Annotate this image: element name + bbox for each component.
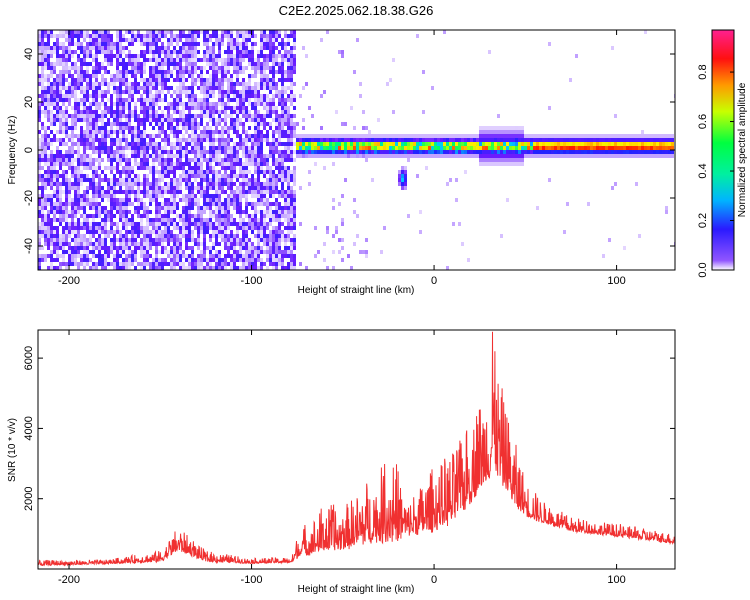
chart-title: C2E2.2025.062.18.38.G26 <box>279 3 434 18</box>
x-tick-label: -100 <box>241 275 263 287</box>
snr-series-line <box>38 331 675 567</box>
x-tick-label: 0 <box>431 574 437 586</box>
colorbar-ticks: 0.0 0.2 0.4 0.6 0.8 <box>697 64 734 278</box>
y-tick-label: 20 <box>23 96 35 108</box>
snr-frame <box>37 329 676 570</box>
y-tick-label: 0 <box>23 147 35 153</box>
spectrogram-y-label: Frequency (Hz) <box>7 116 18 185</box>
x-tick-label: -200 <box>58 275 80 287</box>
y-tick-label: -20 <box>23 190 35 206</box>
x-tick-label: -100 <box>241 574 263 586</box>
y-tick-label: 4000 <box>23 416 35 440</box>
colorbar-tick-label: 0.6 <box>697 114 709 129</box>
snr-y-ticks: 2000 4000 6000 <box>23 346 675 511</box>
colorbar-tick-label: 0.4 <box>697 163 709 178</box>
y-tick-label: 40 <box>23 48 35 60</box>
colorbar-tick-label: 0.0 <box>697 262 709 277</box>
y-tick-label: 6000 <box>23 346 35 370</box>
y-tick-label: 2000 <box>23 486 35 510</box>
y-tick-label: -40 <box>23 238 35 254</box>
snr-chart: -200 -100 0 100 2000 4000 6000 Height of stra… <box>7 329 676 595</box>
x-tick-label: 100 <box>607 574 625 586</box>
snr-x-label: Height of straight line (km) <box>298 584 415 595</box>
spectrogram-y-ticks: -40 -20 0 20 40 <box>23 48 675 254</box>
colorbar-label: Normalized spectral amplitude <box>737 82 748 217</box>
x-tick-label: 100 <box>607 275 625 287</box>
x-tick-label: 0 <box>431 275 437 287</box>
spectrogram-x-label: Height of straight line (km) <box>298 285 415 296</box>
colorbar-tick-label: 0.2 <box>697 213 709 228</box>
x-tick-label: -200 <box>58 574 80 586</box>
colorbar-gradient <box>711 29 735 271</box>
spectrogram-cells <box>38 30 675 270</box>
spectrogram-x-ticks: -200 -100 0 100 <box>58 30 626 287</box>
snr-y-label: SNR (10 * v/v) <box>7 418 18 482</box>
colorbar-tick-label: 0.8 <box>697 64 709 79</box>
colorbar: 0.0 0.2 0.4 0.6 0.8 Normalized spectral ampl… <box>697 29 748 278</box>
snr-x-ticks: -200 -100 0 100 <box>58 330 626 586</box>
